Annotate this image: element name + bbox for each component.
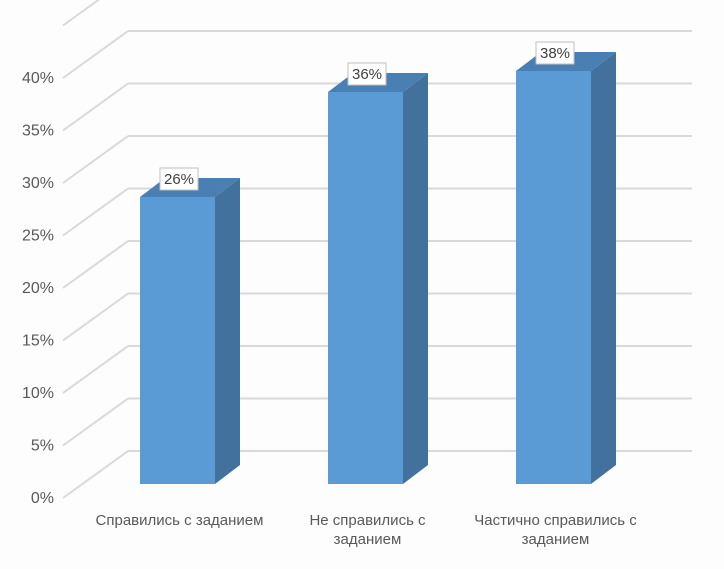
bar-side bbox=[403, 73, 428, 484]
y-axis-tick-labels: 0% 5% 10% 15% 20% 25% 30% 35% 40% bbox=[22, 70, 54, 507]
y-tick-label: 25% bbox=[22, 228, 54, 245]
gridline-diagonal bbox=[62, 240, 129, 289]
gridline-diagonal bbox=[62, 450, 129, 499]
x-category-label: Частично справились с заданием bbox=[474, 512, 637, 548]
data-label-box bbox=[535, 41, 575, 65]
gridline-diagonal bbox=[62, 135, 129, 184]
x-category-label-line: заданием bbox=[522, 531, 590, 548]
gridline-diagonal bbox=[62, 0, 100, 27]
x-category-label-line: Частично справились с bbox=[474, 512, 637, 529]
y-tick-label: 15% bbox=[22, 333, 54, 350]
data-label-box bbox=[159, 167, 199, 191]
data-labels-layer: 26% 36% 38% bbox=[159, 41, 575, 191]
x-category-label: Не справились с заданием bbox=[309, 512, 426, 548]
y-tick-label: 20% bbox=[22, 280, 54, 297]
data-label-box bbox=[347, 62, 387, 86]
bar-front bbox=[516, 71, 591, 484]
gridline-diagonal bbox=[62, 82, 129, 132]
data-label: 26% bbox=[164, 171, 194, 188]
x-category-label: Справились с заданием bbox=[96, 512, 264, 529]
data-label: 36% bbox=[352, 66, 382, 83]
y-tick-label: 5% bbox=[31, 438, 54, 455]
bar-side bbox=[591, 52, 616, 484]
gridline-diagonal bbox=[62, 187, 129, 237]
x-category-label-line: Справились с заданием bbox=[96, 512, 264, 529]
bar-front bbox=[140, 197, 215, 484]
y-tick-label: 0% bbox=[31, 490, 54, 507]
data-label: 38% bbox=[540, 45, 570, 62]
gridline-diagonal bbox=[62, 292, 129, 342]
y-tick-label: 30% bbox=[22, 175, 54, 192]
y-tick-label: 10% bbox=[22, 385, 54, 402]
bars-layer bbox=[140, 52, 616, 484]
y-tick-label: 40% bbox=[22, 70, 54, 87]
category-labels-layer: Справились с заданием Не справились с зада… bbox=[96, 512, 638, 548]
gridline-diagonal bbox=[62, 30, 129, 79]
gridline-diagonal bbox=[62, 345, 129, 394]
x-category-label-line: заданием bbox=[334, 531, 402, 548]
gridline-diagonal bbox=[62, 397, 129, 447]
y-tick-label: 35% bbox=[22, 123, 54, 140]
bar-front bbox=[328, 92, 403, 484]
x-category-label-line: Не справились с bbox=[309, 512, 426, 529]
bar-side bbox=[215, 178, 240, 484]
